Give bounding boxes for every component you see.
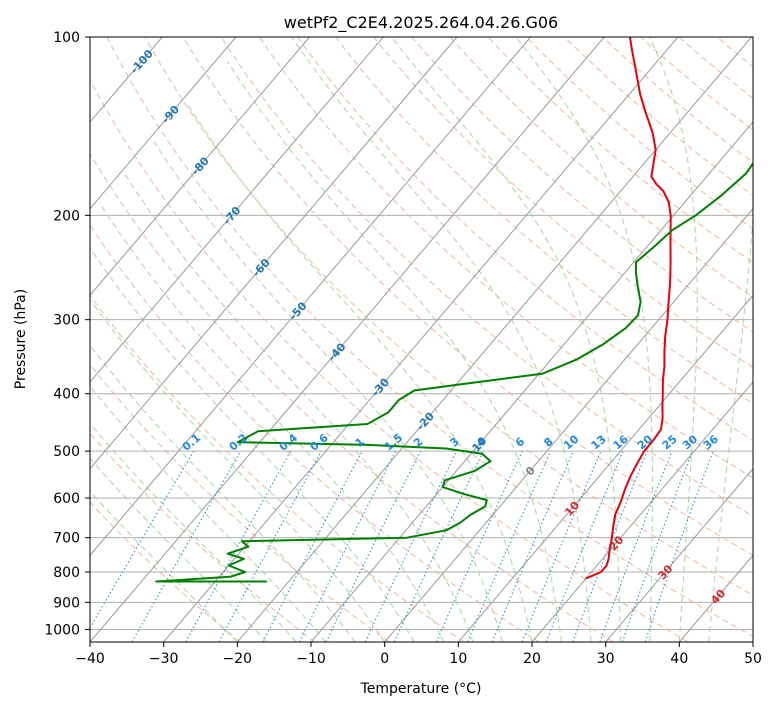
dewpoint-profile-line: [155, 161, 753, 583]
moist-adiabat-line: [291, 37, 592, 642]
mixing-ratio-line: [325, 450, 422, 642]
x-tick-label: 40: [670, 651, 688, 667]
isotherm-line: [752, 641, 753, 642]
dry-adiabat-line: [90, 294, 465, 642]
mixing-ratio-line: [435, 450, 523, 642]
mixing-ratio-line: [572, 450, 648, 642]
dry-adiabat-line: [220, 37, 753, 517]
moist-adiabat-line: [123, 173, 474, 642]
moist-adiabat-line: [227, 61, 562, 642]
mixing-ratio-line: [621, 450, 693, 642]
mixing-ratio-line: [467, 450, 552, 642]
dry-adiabat-line: [182, 37, 753, 557]
mixing-ratio-line: [599, 450, 673, 642]
profile-lines: [155, 37, 753, 583]
y-tick-label: 200: [53, 208, 80, 224]
mixing-ratio-line: [521, 450, 602, 642]
background-lines: [90, 37, 775, 642]
isotherm-line: [236, 37, 752, 642]
isotherm-line: [90, 37, 384, 383]
x-tick-label: 0: [380, 651, 389, 667]
moist-adiabat-line: [187, 104, 533, 642]
moist-adiabat-line: [90, 247, 415, 642]
y-tick-label: 800: [53, 565, 80, 581]
dry-adiabat-line: [144, 37, 753, 597]
chart-title: wetPf2_C2E4.2025.264.04.26.G06: [284, 13, 558, 33]
moist-adiabat-line: [90, 385, 327, 642]
dry-adiabat-line: [90, 224, 540, 642]
moist-adiabat-line: [648, 37, 698, 642]
x-tick-label: 30: [597, 651, 615, 667]
moist-adiabat-line: [391, 37, 621, 642]
mixing-ratio-line: [545, 450, 624, 642]
y-tick-label: 300: [53, 313, 80, 329]
axis-ticks: −40 −30 −20 −10 0 10 20 30 40 50 100 200 300 400 500 60…: [44, 30, 762, 667]
y-tick-label: 400: [53, 387, 80, 403]
dry-adiabat-line: [90, 152, 614, 642]
dry-adiabat-line: [90, 363, 390, 642]
y-axis-label: Pressure (hPa): [13, 289, 29, 389]
moist-adiabat-line: [153, 141, 503, 642]
isotherm-line: [90, 37, 458, 470]
dry-adiabat-line: [90, 432, 315, 642]
dry-adiabat-line: [373, 37, 753, 369]
mixing-ratio-line: [491, 450, 574, 642]
y-tick-label: 600: [53, 491, 80, 507]
moist-adiabat-line: [708, 212, 753, 642]
mixing-ratio-line: [218, 450, 322, 642]
isotherm-line: [605, 467, 753, 642]
plot-frame: [89, 36, 754, 643]
isotherm-line: [457, 294, 753, 642]
x-tick-label: −30: [149, 651, 179, 667]
y-tick-label: 900: [53, 595, 80, 611]
moist-adiabat-line: [90, 298, 386, 642]
moist-adiabat-line: [90, 344, 356, 642]
y-tick-label: 700: [53, 531, 80, 547]
isotherm-line: [310, 121, 753, 642]
isotherm-line: [90, 37, 237, 210]
x-axis-label: Temperature (°C): [360, 681, 482, 697]
isotherm-line: [384, 207, 753, 642]
x-tick-label: −10: [296, 651, 326, 667]
dry-adiabat-line: [755, 37, 775, 642]
plot-background: [90, 37, 753, 642]
temperature-profile-line: [585, 37, 672, 580]
x-tick-label: 20: [523, 651, 541, 667]
x-tick-label: −20: [223, 651, 253, 667]
dry-adiabat-line: [90, 501, 241, 642]
dry-adiabat-line: [449, 37, 753, 298]
y-tick-label: 500: [53, 444, 80, 460]
isotherm-line: [90, 37, 605, 642]
x-tick-label: 50: [744, 651, 762, 667]
mixing-ratio-line: [185, 450, 292, 642]
moist-adiabat-line: [90, 490, 238, 642]
dry-adiabat-line: [90, 78, 689, 642]
x-tick-label: 10: [449, 651, 467, 667]
isotherm-line: [90, 37, 531, 557]
dry-adiabat-line: [411, 37, 753, 333]
mixing-ratio-line: [644, 450, 714, 642]
isotherm-line: [90, 37, 310, 297]
y-tick-label: 100: [53, 30, 80, 46]
y-tick-label: 1000: [44, 622, 80, 638]
x-tick-label: −40: [75, 651, 105, 667]
moist-adiabat-line: [98, 201, 445, 642]
mixing-ratio-line: [298, 450, 397, 642]
isotherm-line: [531, 381, 753, 642]
